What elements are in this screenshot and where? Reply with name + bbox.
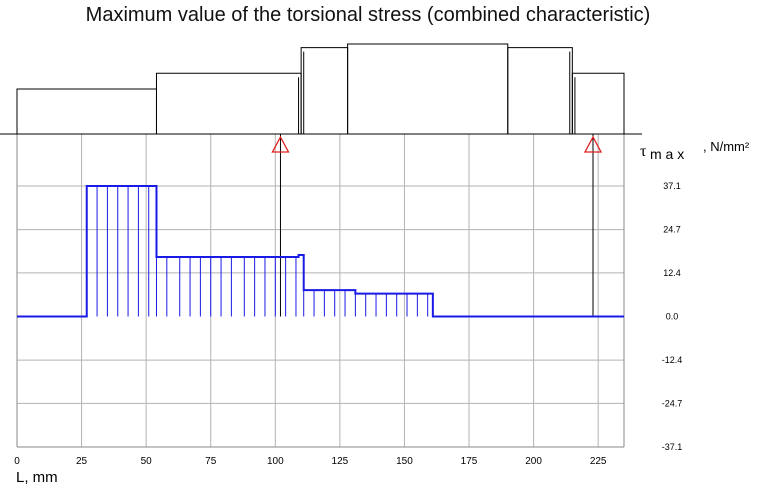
hatch-layer (86, 186, 429, 317)
y-tick-labels: 37.1 24.7 12.4 0.0 -12.4 -24.7 -37.1 (662, 181, 683, 452)
x-tick-label: 75 (205, 456, 217, 467)
shaft-step (571, 72, 625, 134)
shaft-step (155, 72, 302, 134)
shaft-step (507, 47, 573, 134)
series-layer (17, 185, 624, 318)
x-tick-label: 100 (267, 456, 284, 467)
y-tick-label: 24.7 (663, 225, 681, 235)
x-tick-label: 150 (396, 456, 413, 467)
support-layer (271, 134, 603, 317)
shaft-step (347, 43, 509, 134)
y-tick-label: -12.4 (662, 355, 683, 365)
x-tick-label: 50 (141, 456, 153, 467)
x-tick-label: 125 (332, 456, 349, 467)
x-tick-label: 225 (590, 456, 607, 467)
shaft-step (16, 88, 157, 134)
y-tick-label: 12.4 (663, 268, 681, 278)
x-tick-label: 200 (525, 456, 542, 467)
y-tick-label: 37.1 (663, 181, 681, 191)
y-tick-label: 0.0 (666, 312, 679, 322)
x-tick-labels: 0 25 50 75 100 125 150 175 200 225 (14, 456, 607, 467)
y-tick-label: -37.1 (662, 442, 683, 452)
shaft-profile (0, 43, 642, 135)
x-tick-label: 0 (14, 456, 20, 467)
y-tick-label: -24.7 (662, 398, 683, 408)
x-axis-label: L, mm (16, 469, 58, 486)
stress-series-line (17, 185, 624, 318)
support-triangle-icon (271, 135, 290, 153)
chart-title: Maximum value of the torsional stress (c… (85, 4, 651, 26)
y-axis-label-units: , N/mm² (703, 139, 750, 154)
y-axis-label-subscript: m a x (650, 146, 684, 162)
shaft-step (300, 47, 349, 134)
y-axis-label-symbol: τ (640, 143, 647, 160)
x-tick-label: 175 (461, 456, 478, 467)
support-triangle-icon (583, 135, 603, 153)
x-tick-label: 25 (76, 456, 88, 467)
